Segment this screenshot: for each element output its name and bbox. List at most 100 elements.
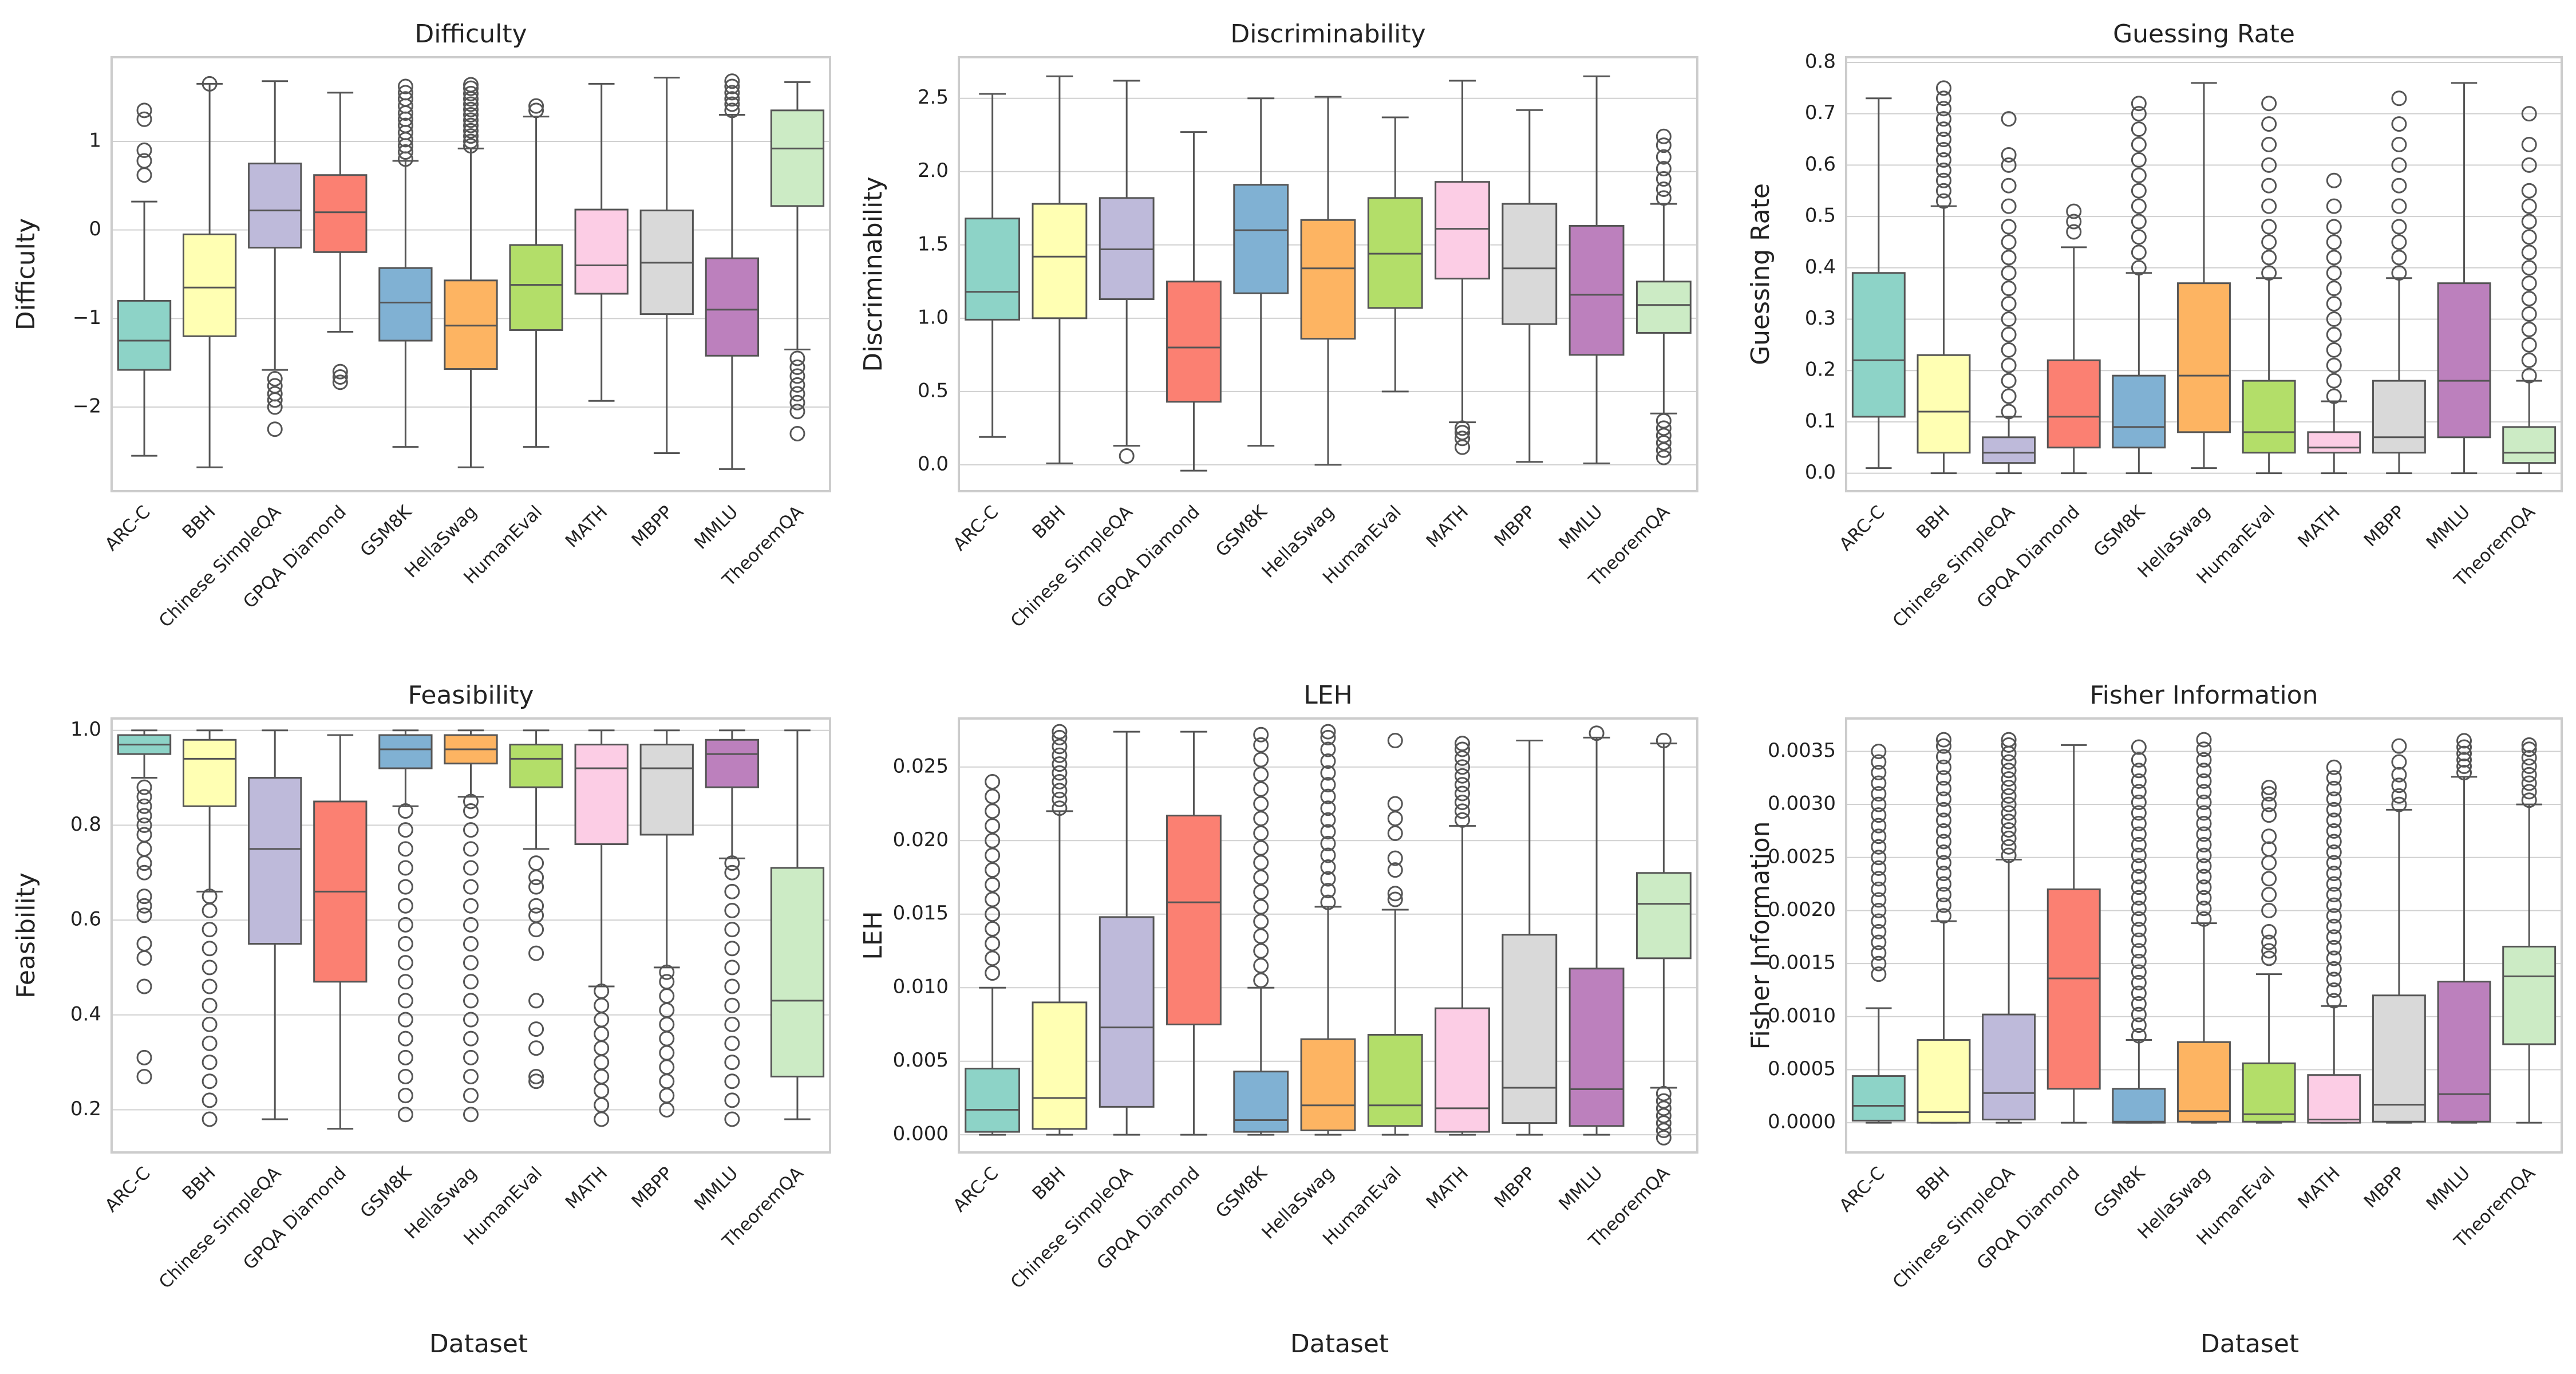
outlier-point bbox=[1935, 111, 1951, 127]
outlier-point bbox=[2001, 788, 2017, 804]
chart-title: Discriminability bbox=[1230, 19, 1425, 49]
outlier-point bbox=[1253, 884, 1269, 900]
outlier-point bbox=[1320, 824, 1336, 840]
y-tick-label: 1.0 bbox=[70, 718, 101, 741]
box-theoremqa-group bbox=[770, 81, 825, 441]
outlier-point bbox=[528, 1068, 544, 1084]
y-tick-label: 0 bbox=[89, 218, 101, 240]
outlier-point bbox=[2001, 830, 2017, 846]
outlier-point bbox=[463, 822, 479, 838]
x-tick-label: MMLU bbox=[690, 502, 742, 553]
outlier-point bbox=[1871, 796, 1887, 812]
outlier-point bbox=[2001, 373, 2017, 389]
outlier-point bbox=[1052, 783, 1068, 799]
outlier-point bbox=[397, 1088, 413, 1104]
outlier-point bbox=[136, 1049, 152, 1065]
outlier-point bbox=[1935, 887, 1951, 903]
outlier-point bbox=[2261, 807, 2277, 823]
outlier-point bbox=[2131, 152, 2147, 168]
outlier-point bbox=[202, 960, 218, 976]
y-tick-label: 0.8 bbox=[70, 813, 101, 836]
outlier-point bbox=[1253, 781, 1269, 797]
outlier-point bbox=[724, 73, 740, 89]
box-theoremqa-group bbox=[2502, 106, 2557, 475]
outlier-point bbox=[2521, 352, 2537, 368]
outlier-point bbox=[2001, 771, 2017, 787]
outlier-point bbox=[2326, 234, 2342, 250]
box-hellaswag-group bbox=[1300, 96, 1356, 466]
outlier-point bbox=[1320, 777, 1336, 793]
outlier-point bbox=[1320, 788, 1336, 804]
box-hellaswag bbox=[2177, 282, 2231, 433]
box-humaneval-group bbox=[509, 98, 563, 448]
box-bbh bbox=[1917, 354, 1971, 454]
outlier-point bbox=[397, 879, 413, 895]
y-tick-label: 2.0 bbox=[918, 159, 949, 182]
outlier-point bbox=[2326, 357, 2342, 373]
outlier-point bbox=[1656, 733, 1672, 749]
outlier-point bbox=[1320, 894, 1336, 910]
box-bbh bbox=[1917, 1039, 1971, 1124]
outlier-point bbox=[1052, 765, 1068, 781]
outlier-point bbox=[2391, 738, 2407, 754]
outlier-point bbox=[332, 364, 348, 380]
outlier-point bbox=[2326, 311, 2342, 327]
outlier-point bbox=[2131, 752, 2147, 768]
box-math-group bbox=[574, 82, 629, 402]
outlier-point bbox=[2001, 737, 2017, 753]
outlier-point bbox=[1455, 777, 1471, 793]
outlier-point bbox=[1656, 1085, 1672, 1101]
box-math bbox=[574, 744, 629, 846]
outlier-point bbox=[1935, 802, 1951, 818]
outlier-point bbox=[2196, 837, 2212, 853]
outlier-point bbox=[1253, 972, 1269, 988]
outlier-point bbox=[789, 377, 805, 393]
outlier-point bbox=[1935, 162, 1951, 178]
outlier-point bbox=[2001, 388, 2017, 404]
outlier-point bbox=[1052, 756, 1068, 772]
x-tick-label: ARC-C bbox=[101, 502, 155, 555]
box-chinese-simpleqa-group bbox=[1099, 80, 1155, 464]
outlier-point bbox=[2521, 368, 2537, 384]
outlier-point bbox=[2066, 203, 2082, 219]
outlier-point bbox=[1052, 800, 1068, 816]
y-tick-label: 2.5 bbox=[918, 86, 949, 109]
box-theoremqa-group bbox=[2502, 737, 2557, 1124]
outlier-point bbox=[1656, 161, 1672, 177]
outlier-point bbox=[1320, 753, 1336, 769]
outlier-point bbox=[397, 917, 413, 933]
outlier-point bbox=[2261, 96, 2277, 112]
outlier-point bbox=[2001, 296, 2017, 312]
outlier-point bbox=[2131, 901, 2147, 917]
y-tick-label: 0.0020 bbox=[1768, 898, 1836, 921]
outlier-point bbox=[397, 898, 413, 914]
outlier-point bbox=[463, 803, 479, 819]
outlier-point bbox=[2001, 814, 2017, 830]
outlier-point bbox=[1387, 796, 1403, 812]
box-humaneval-group bbox=[1367, 116, 1423, 393]
box-gsm8k bbox=[1233, 1071, 1289, 1133]
outlier-point bbox=[397, 1049, 413, 1065]
outlier-point bbox=[789, 394, 805, 410]
outlier-point bbox=[1656, 181, 1672, 197]
plot-frame bbox=[110, 717, 831, 1154]
outlier-point bbox=[1871, 924, 1887, 940]
outlier-point bbox=[2261, 796, 2277, 812]
box-hellaswag bbox=[444, 279, 498, 370]
box-bbh-group bbox=[1032, 75, 1088, 464]
box-math-group bbox=[574, 729, 629, 1127]
outlier-point bbox=[463, 898, 479, 914]
outlier-point bbox=[2131, 260, 2147, 276]
box-theoremqa bbox=[2502, 945, 2557, 1045]
outlier-point bbox=[463, 993, 479, 1009]
outlier-point bbox=[463, 841, 479, 857]
outlier-point bbox=[2521, 183, 2537, 199]
outlier-point bbox=[397, 955, 413, 971]
outlier-point bbox=[202, 1073, 218, 1089]
outlier-point bbox=[2001, 822, 2017, 838]
y-tick-label: 0.4 bbox=[1805, 255, 1836, 278]
outlier-point bbox=[2521, 337, 2537, 353]
box-gsm8k bbox=[1233, 184, 1289, 294]
outlier-point bbox=[136, 889, 152, 905]
